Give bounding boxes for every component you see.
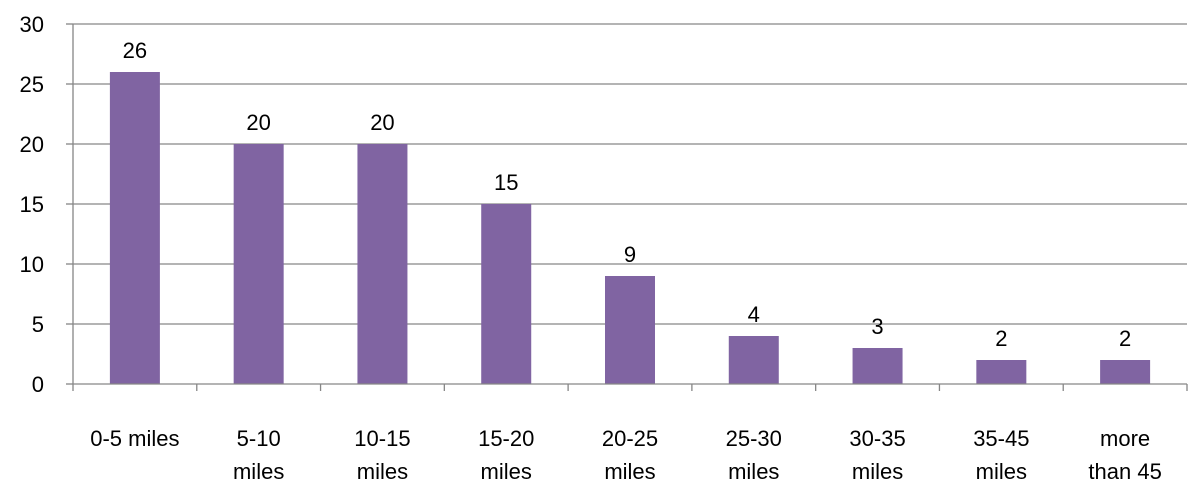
category-label-4: 20-25	[602, 426, 658, 451]
data-label-7: 2	[995, 326, 1007, 351]
category-label-1: miles	[233, 459, 284, 484]
category-label-5: miles	[728, 459, 779, 484]
category-label-1: 5-10	[237, 426, 281, 451]
category-label-6: miles	[852, 459, 903, 484]
data-label-8: 2	[1119, 326, 1131, 351]
category-label-0: 0-5 miles	[90, 426, 179, 451]
y-tick-label: 25	[20, 72, 44, 97]
y-tick-label: 5	[32, 312, 44, 337]
data-label-5: 4	[748, 302, 760, 327]
bar-4	[605, 276, 655, 384]
data-label-0: 26	[123, 38, 147, 63]
y-tick-label: 30	[20, 12, 44, 37]
category-label-2: miles	[357, 459, 408, 484]
category-label-8: than 45	[1088, 459, 1161, 484]
category-label-7: miles	[976, 459, 1027, 484]
labels: 0 5 10 15 20 25 30 26 0-5 miles 20 5-10 miles 20 10-1…	[20, 12, 1162, 484]
bars	[109, 72, 1151, 384]
category-label-6: 30-35	[849, 426, 905, 451]
category-label-3: 15-20	[478, 426, 534, 451]
category-label-8: more	[1100, 426, 1150, 451]
y-tick-label: 10	[20, 252, 44, 277]
y-tick-label: 20	[20, 132, 44, 157]
data-label-2: 20	[370, 110, 394, 135]
category-label-7: 35-45	[973, 426, 1029, 451]
bar-3	[481, 204, 532, 384]
bar-7	[976, 360, 1027, 384]
category-label-5: 25-30	[726, 426, 782, 451]
bar-0	[109, 72, 160, 384]
y-tick-label: 15	[20, 192, 44, 217]
category-label-4: miles	[604, 459, 655, 484]
bar-8	[1100, 360, 1151, 384]
axes	[66, 23, 1188, 391]
data-label-4: 9	[624, 242, 636, 267]
data-label-3: 15	[494, 170, 518, 195]
data-label-1: 20	[246, 110, 270, 135]
data-label-6: 3	[871, 314, 883, 339]
category-label-2: 10-15	[354, 426, 410, 451]
bar-1	[233, 144, 284, 384]
bar-6	[852, 348, 903, 384]
bar-2	[357, 144, 408, 384]
category-label-3: miles	[481, 459, 532, 484]
bar-5	[728, 336, 779, 384]
y-tick-label: 0	[32, 372, 44, 397]
